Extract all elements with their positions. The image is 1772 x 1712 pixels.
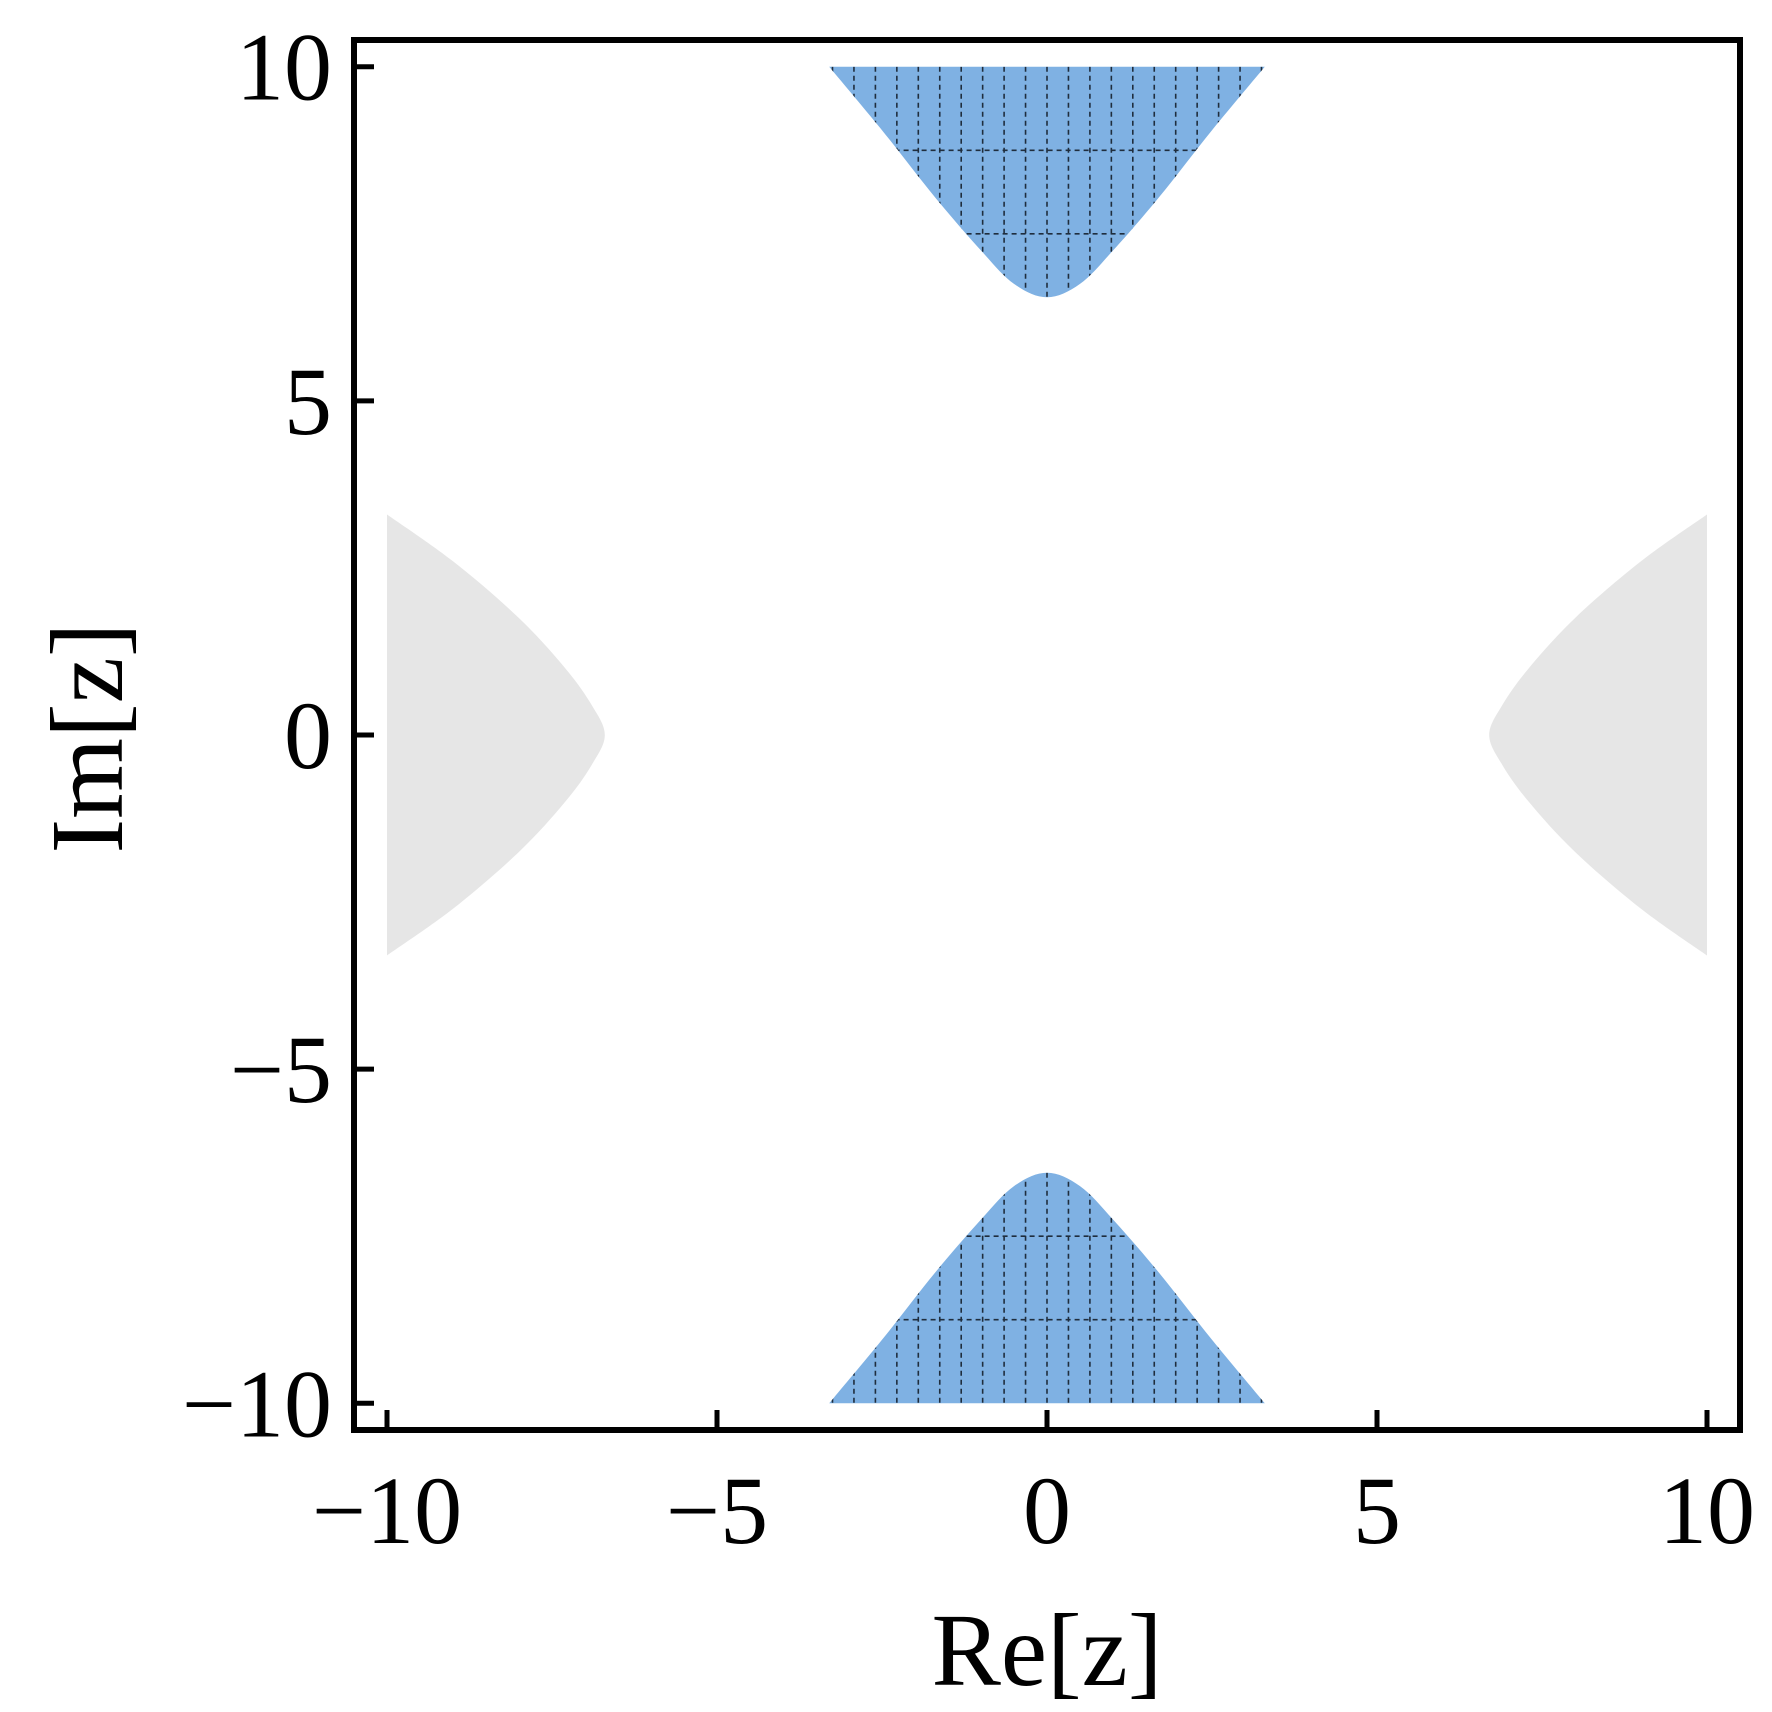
y-tick-label: 5 [284,348,332,455]
x-tick-label: 0 [1023,1457,1071,1564]
shaded-regions [387,66,1707,1404]
tick-labels: −10 −5 0 5 10 −10 −5 0 5 10 [182,14,1755,1564]
region-right [1489,514,1707,956]
y-tick-label: 0 [284,682,332,789]
x-tick-label: 10 [1659,1457,1755,1564]
x-tick-label: 5 [1353,1457,1401,1564]
region-lower [829,1172,1265,1404]
y-tick-label: 10 [236,14,332,121]
y-axis-label: Im[z] [30,623,145,854]
region-upper [829,66,1265,298]
x-axis-label: Re[z] [932,1593,1163,1708]
plot-frame [351,37,1743,1433]
x-tick-label: −10 [312,1457,462,1564]
axis-ticks [354,64,1710,1430]
x-tick-label: −5 [666,1457,768,1564]
y-tick-label: −5 [230,1016,332,1123]
y-tick-label: −10 [182,1350,332,1457]
region-left [387,514,605,956]
